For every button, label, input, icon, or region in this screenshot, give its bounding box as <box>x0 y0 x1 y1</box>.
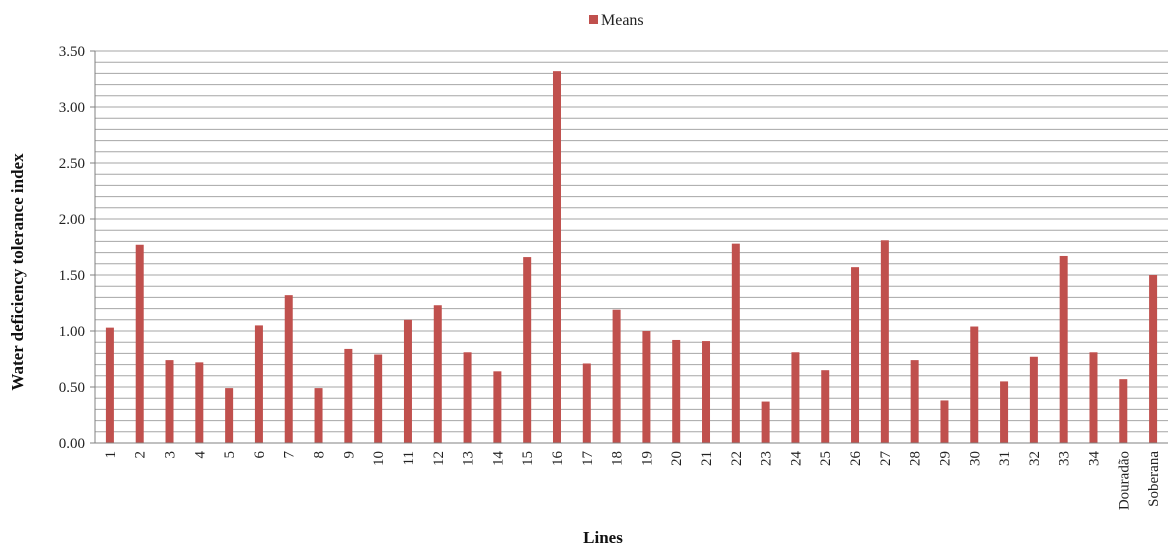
bar <box>464 352 472 443</box>
x-tick-label: 10 <box>371 451 387 466</box>
x-tick-label: 25 <box>818 451 834 466</box>
y-axis-tick-labels: 0.00 0.50 1.00 1.50 2.00 2.50 3.00 3.50 <box>59 44 95 452</box>
y-tick-label: 2.50 <box>59 156 85 172</box>
x-tick-label: 6 <box>252 451 268 459</box>
bar <box>404 320 412 443</box>
bar <box>702 341 710 443</box>
bar <box>285 295 293 443</box>
x-tick-label: 23 <box>759 451 775 466</box>
bar <box>166 360 174 443</box>
bar <box>1119 379 1127 443</box>
x-tick-label: 13 <box>461 451 477 466</box>
x-tick-label: 1 <box>103 451 119 459</box>
y-tick-label: 3.00 <box>59 100 85 116</box>
x-tick-label: 24 <box>788 451 804 467</box>
bar <box>583 363 591 443</box>
y-tick-label: 3.50 <box>59 44 85 60</box>
legend: Means <box>589 12 644 29</box>
bar <box>791 352 799 443</box>
legend-label: Means <box>601 12 644 29</box>
bar <box>553 71 561 443</box>
x-tick-label: 21 <box>699 451 715 466</box>
x-tick-label: 4 <box>192 451 208 459</box>
x-tick-label: 5 <box>222 451 238 459</box>
y-axis-title: Water deficiency tolerance index <box>8 153 27 391</box>
x-tick-label: 15 <box>520 451 536 466</box>
bar <box>821 370 829 443</box>
bar <box>970 327 978 443</box>
bar <box>523 257 531 443</box>
bar <box>762 402 770 443</box>
bar <box>315 388 323 443</box>
bar <box>434 305 442 443</box>
x-axis-title: Lines <box>583 528 623 547</box>
bar <box>642 331 650 443</box>
x-tick-label: 28 <box>908 451 924 466</box>
y-tick-label: 2.00 <box>59 212 85 228</box>
bar <box>136 245 144 443</box>
x-tick-label: 33 <box>1057 451 1073 466</box>
x-tick-label: 29 <box>937 451 953 466</box>
bar <box>851 267 859 443</box>
bar <box>672 340 680 443</box>
x-axis-tick-labels: 1 2 3 4 5 6 7 8 9 10 11 12 13 14 15 16 17 18 19 20 21 22 23 24 2… <box>103 451 1162 511</box>
x-tick-label: 26 <box>848 451 864 467</box>
bar <box>106 328 114 443</box>
y-tick-label: 0.00 <box>59 436 85 452</box>
bar <box>493 371 501 443</box>
x-tick-label: 18 <box>610 451 626 466</box>
x-tick-label: 14 <box>490 451 506 467</box>
bar <box>1060 256 1068 443</box>
x-tick-label: Soberana <box>1146 451 1162 507</box>
x-tick-label: 31 <box>997 451 1013 466</box>
bar <box>911 360 919 443</box>
x-tick-label: Douradão <box>1116 451 1132 510</box>
x-tick-label: 17 <box>580 451 596 467</box>
x-tick-label: 2 <box>133 451 149 459</box>
bar <box>1149 275 1157 443</box>
bar <box>195 362 203 443</box>
x-tick-label: 22 <box>729 451 745 466</box>
bar <box>255 325 263 443</box>
y-tick-label: 1.00 <box>59 324 85 340</box>
x-tick-label: 20 <box>669 451 685 466</box>
bar <box>1089 352 1097 443</box>
x-tick-label: 3 <box>163 451 179 459</box>
bar <box>225 388 233 443</box>
x-tick-label: 11 <box>401 451 417 465</box>
bar <box>881 240 889 443</box>
x-tick-label: 27 <box>878 451 894 467</box>
bar <box>344 349 352 443</box>
bar <box>732 244 740 443</box>
x-tick-label: 9 <box>341 451 357 459</box>
legend-swatch <box>589 15 598 24</box>
bar <box>1030 357 1038 443</box>
x-tick-label: 7 <box>282 451 298 459</box>
bar <box>374 355 382 443</box>
bar <box>613 310 621 443</box>
x-tick-label: 12 <box>431 451 447 466</box>
bar <box>1000 381 1008 443</box>
x-tick-label: 16 <box>550 451 566 467</box>
x-tick-label: 34 <box>1086 451 1102 467</box>
y-tick-label: 1.50 <box>59 268 85 284</box>
x-tick-label: 8 <box>312 451 328 459</box>
x-tick-label: 30 <box>967 451 983 466</box>
y-tick-label: 0.50 <box>59 380 85 396</box>
x-tick-label: 32 <box>1027 451 1043 466</box>
x-tick-label: 19 <box>639 451 655 466</box>
bar <box>940 400 948 443</box>
